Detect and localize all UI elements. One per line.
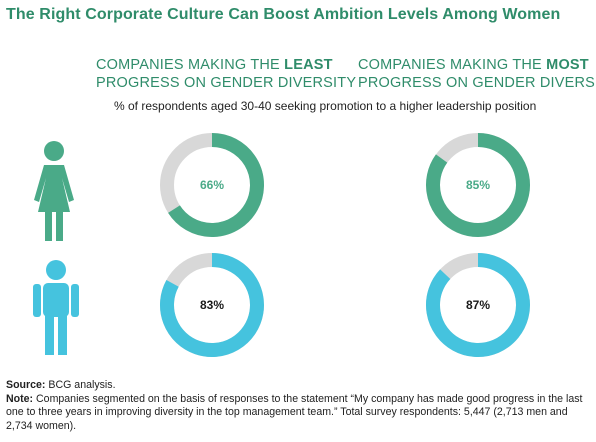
donut-segment-men-most [426,253,530,357]
column-header-least: COMPANIES MAKING THE LEAST PROGRESS ON G… [96,56,357,92]
donut-chart: 66% 85% 83% 87% [33,133,530,357]
column-header-least-line2: PROGRESS ON GENDER DIVERSITY [96,75,357,91]
column-header-least-line1: COMPANIES MAKING THE [96,57,285,73]
donut-label-women-least: 66% [200,178,224,192]
woman-icon [34,141,74,241]
donut-segment-women-least [168,133,264,237]
note-text: Companies segmented on the basis of resp… [6,392,583,432]
donut-label-women-most: 85% [466,178,490,192]
footer-notes: Source: BCG analysis. Note: Companies se… [6,379,592,433]
donut-group: 66% 85% 83% 87% [160,133,530,357]
donut-segment-men-least [160,253,264,357]
donut-segment-women-most [426,133,530,237]
chart-subtitle: % of respondents aged 30-40 seeking prom… [114,99,537,113]
column-header-most-line1: COMPANIES MAKING THE [358,57,547,73]
man-icon [33,260,79,355]
chart-title: The Right Corporate Culture Can Boost Am… [6,6,561,23]
column-header-most-line2: PROGRESS ON GENDER DIVERSITY [358,75,596,91]
source-label: Source: [6,379,46,391]
column-header-least-emphasis: LEAST [284,57,333,73]
donut-label-men-most: 87% [466,298,490,312]
column-header-most: COMPANIES MAKING THE MOST PROGRESS ON GE… [358,56,596,92]
column-header-most-emphasis: MOST [546,57,589,73]
source-text: BCG analysis. [45,379,116,391]
note-label: Note: [6,392,34,405]
donut-label-men-least: 83% [200,298,224,312]
